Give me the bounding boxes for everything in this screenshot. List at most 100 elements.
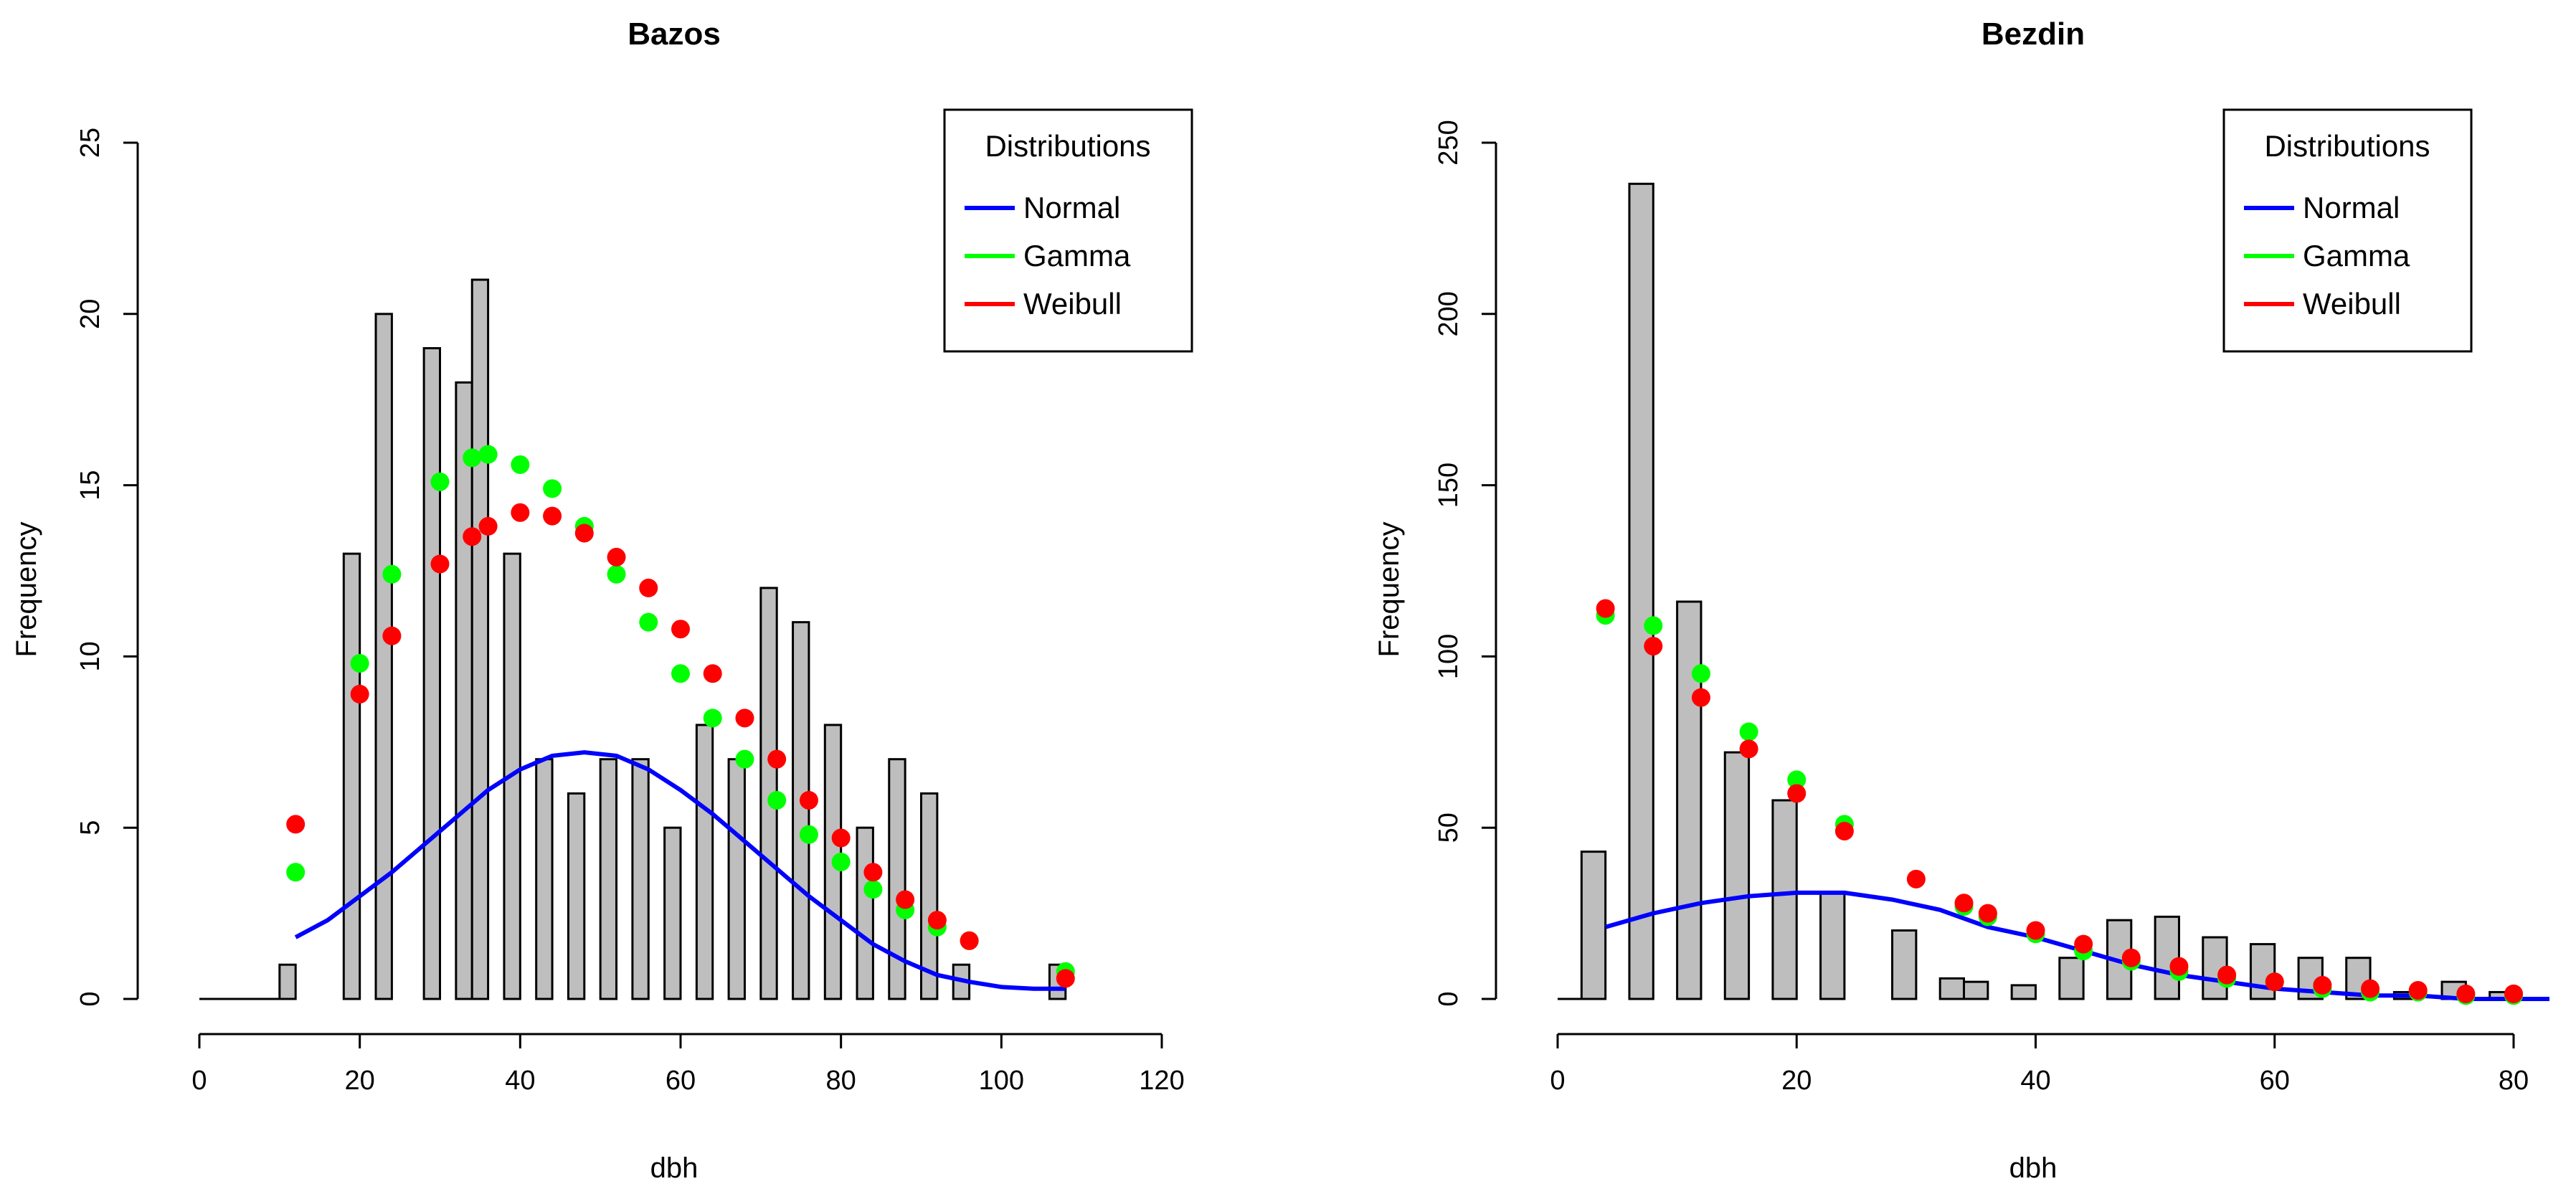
bazos-weibull-point	[960, 931, 979, 950]
bazos-gamma-point	[430, 472, 450, 491]
bazos-weibull-point	[511, 503, 530, 522]
bezdin-bar	[2249, 943, 2276, 1000]
bazos-gamma-point	[703, 709, 722, 728]
bezdin-x-tick-label: 20	[1781, 1066, 1812, 1096]
bezdin-bar	[1938, 977, 1966, 1000]
bazos-weibull-point	[382, 626, 402, 645]
bezdin-y-tick-label: 50	[1434, 812, 1464, 843]
bezdin-weibull-point	[1954, 894, 1974, 913]
bazos-bar	[422, 347, 442, 1000]
bezdin-bar	[1580, 851, 1607, 1000]
bazos-bar	[470, 278, 490, 1000]
bazos-gamma-point	[511, 455, 530, 474]
bezdin-legend: Distributions Normal Gamma Weibull	[2222, 108, 2473, 353]
bazos-weibull-point	[799, 790, 818, 810]
bezdin-weibull-point	[1691, 688, 1710, 707]
bazos-bar	[342, 552, 361, 1000]
bazos-bar	[631, 758, 650, 1000]
bazos-normal-curve	[294, 750, 1066, 991]
bezdin-x-tick-label: 60	[2260, 1066, 2290, 1096]
bazos-y-tick-label: 25	[75, 128, 105, 158]
bazos-y-tick-label: 0	[75, 991, 105, 1006]
bazos-y-axis-label: Frequency	[11, 522, 42, 658]
bazos-bar	[535, 758, 554, 1000]
bazos-weibull-point	[430, 554, 450, 574]
bazos-gamma-point	[463, 448, 482, 468]
bazos-bar	[856, 826, 874, 1000]
bezdin-x-axis: 0 20 40 60 80	[1550, 1033, 2529, 1096]
bezdin-y-axis-label: Frequency	[1373, 522, 1405, 658]
bezdin-weibull-point	[2217, 965, 2237, 985]
bezdin-title: Bezdin	[1981, 16, 2085, 52]
bezdin-weibull-point	[1739, 739, 1758, 759]
bazos-x-axis: 0 20 40 60 80 100 120	[191, 1033, 1185, 1096]
bezdin-weibull-point	[2504, 984, 2524, 1003]
bezdin-x-tick-label: 80	[2499, 1066, 2529, 1096]
bezdin-legend-normal-label: Normal	[2303, 191, 2400, 224]
bezdin-legend-box	[2222, 108, 2473, 353]
bazos-gamma-point	[767, 790, 787, 810]
bezdin-weibull-point	[2361, 979, 2380, 998]
bezdin-weibull-point	[2026, 921, 2045, 940]
bazos-y-tick-label: 15	[75, 470, 105, 500]
bazos-gamma-point	[735, 749, 754, 769]
bazos-gamma-point	[607, 564, 626, 584]
bazos-y-tick-label: 5	[75, 820, 105, 835]
bazos-x-tick-label: 80	[826, 1066, 856, 1096]
bezdin-y-tick-label: 150	[1434, 463, 1464, 508]
bazos-bar	[278, 963, 297, 1000]
bazos-bar	[920, 792, 939, 1000]
bezdin-bar	[1628, 182, 1654, 1000]
bazos-panel: Bazos dbh Frequency 0 20 40 60 80 100 120 0 5 10…	[11, 16, 1193, 1184]
bazos-legend-gamma-label: Gamma	[1023, 239, 1131, 273]
bazos-weibull-point	[831, 828, 851, 848]
bezdin-weibull-point	[1834, 821, 1854, 840]
bezdin-gamma-point	[1691, 664, 1710, 683]
bazos-gamma-point	[639, 612, 658, 632]
bazos-legend: Distributions Normal Gamma Weibull	[943, 108, 1193, 353]
bazos-weibull-point	[543, 506, 562, 526]
bazos-bar	[727, 758, 746, 1000]
bezdin-y-axis: 0 50 100 150 200 250	[1434, 120, 1497, 1007]
bezdin-x-axis-label: dbh	[2009, 1152, 2058, 1184]
bezdin-bar	[1891, 929, 1918, 1000]
bazos-legend-weibull-label: Weibull	[1023, 287, 1122, 321]
bezdin-bar	[1819, 891, 1846, 1000]
bezdin-weibull-point	[2121, 948, 2141, 967]
bazos-gamma-point	[543, 479, 562, 498]
bazos-weibull-point	[463, 527, 482, 546]
bezdin-weibull-point	[1596, 599, 1615, 618]
bezdin-gamma-point	[1739, 722, 1758, 741]
bazos-gamma-point	[799, 825, 818, 844]
bazos-weibull-point	[896, 890, 915, 909]
bezdin-bar	[1963, 980, 1989, 1000]
bazos-y-tick-label: 20	[75, 299, 105, 329]
bazos-weibull-point	[735, 709, 754, 728]
bezdin-y-tick-label: 250	[1434, 120, 1464, 165]
bezdin-weibull-point	[2074, 934, 2093, 954]
bazos-bars	[199, 278, 1067, 1000]
bezdin-bar	[1771, 799, 1798, 1000]
bazos-gamma-point	[831, 852, 851, 871]
bezdin-weibull-point	[2313, 975, 2332, 995]
bazos-bar	[599, 758, 618, 1000]
bazos-bar	[374, 313, 393, 1000]
bazos-weibull-point	[703, 664, 722, 683]
bazos-x-tick-label: 120	[1139, 1066, 1184, 1096]
bazos-weibull-point	[478, 516, 498, 536]
bezdin-weibull-point	[2408, 981, 2428, 1000]
bazos-gamma-point	[478, 445, 498, 464]
bazos-bar	[888, 758, 906, 1000]
bezdin-weibull-point	[2265, 972, 2284, 992]
bazos-x-tick-label: 0	[191, 1066, 207, 1096]
bazos-legend-normal-label: Normal	[1023, 191, 1120, 224]
bezdin-legend-title: Distributions	[2264, 129, 2430, 163]
bezdin-weibull-point	[1644, 637, 1663, 656]
bazos-bar	[695, 724, 714, 1000]
bazos-weibull-point	[574, 523, 594, 543]
bazos-weibull-point	[607, 547, 626, 567]
bazos-weibull-point	[671, 620, 690, 639]
bazos-gamma-point	[863, 880, 883, 899]
bezdin-y-tick-label: 0	[1434, 991, 1464, 1006]
